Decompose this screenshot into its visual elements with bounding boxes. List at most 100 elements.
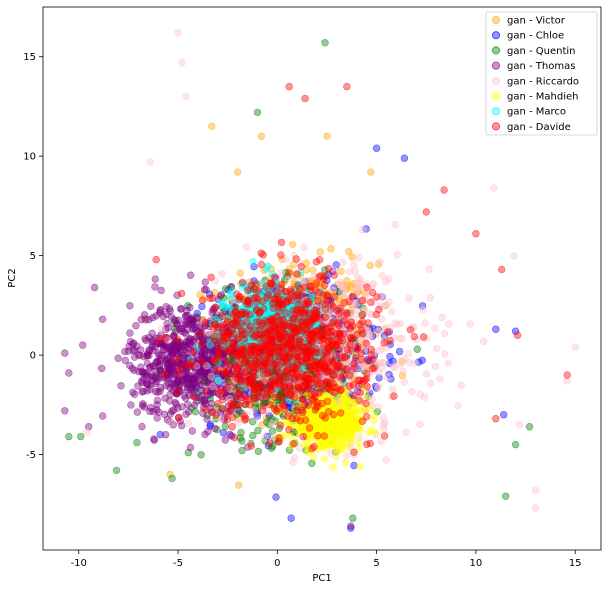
data-point-7: [292, 414, 301, 422]
data-point-7: [247, 375, 256, 383]
data-point-5: [347, 433, 356, 441]
data-point-7: [315, 388, 323, 397]
legend-marker: [491, 91, 501, 101]
data-point-4: [431, 362, 440, 371]
data-point-7: [289, 440, 297, 448]
data-point-3: [150, 435, 158, 443]
data-point-7: [246, 363, 255, 371]
data-point-7: [228, 350, 236, 358]
data-point-7: [228, 423, 236, 431]
data-point-6: [249, 257, 257, 266]
data-point-4: [252, 413, 261, 421]
data-point-7: [314, 402, 322, 410]
x-tick-label: 0: [274, 558, 280, 569]
data-point-3: [188, 427, 197, 435]
data-point-7: [290, 364, 298, 372]
data-point-7: [266, 386, 274, 394]
data-point-4: [374, 403, 382, 411]
data-point-7: [358, 330, 367, 338]
data-point-2: [65, 432, 73, 441]
data-point-5: [332, 445, 340, 453]
data-point-7: [174, 414, 183, 422]
data-point-3: [184, 408, 193, 416]
data-point-4: [388, 385, 397, 393]
data-point-3: [161, 351, 169, 360]
data-point-2: [254, 426, 262, 435]
data-point-7: [239, 345, 247, 353]
data-point-3: [161, 431, 170, 439]
x-tick-label: -5: [173, 558, 183, 569]
data-point-7: [185, 360, 193, 368]
data-point-4: [381, 277, 390, 286]
data-point-3: [171, 362, 180, 370]
data-point-7: [301, 381, 309, 390]
y-axis-label: PC2: [7, 268, 18, 287]
data-point-7: [373, 293, 381, 301]
data-point-7: [513, 331, 522, 339]
data-point-4: [381, 419, 389, 427]
data-point-5: [323, 423, 331, 432]
data-point-7: [321, 313, 329, 321]
data-point-3: [160, 410, 169, 418]
data-point-7: [310, 396, 318, 405]
data-point-5: [342, 428, 350, 437]
data-point-7: [267, 335, 276, 343]
data-point-4: [355, 254, 363, 262]
data-point-7: [314, 326, 323, 334]
data-point-4: [166, 418, 175, 426]
data-point-7: [358, 318, 367, 326]
data-point-2: [249, 431, 257, 440]
legend-marker: [491, 107, 501, 116]
data-point-4: [416, 420, 424, 429]
data-point-2: [112, 466, 121, 475]
data-point-3: [157, 384, 165, 392]
data-point-4: [376, 258, 384, 266]
data-point-1: [395, 347, 404, 356]
data-point-4: [385, 298, 393, 306]
x-axis-ticks: -10 -5 0 5 10 15: [71, 550, 582, 569]
data-point-7: [356, 388, 364, 397]
data-point-1: [219, 429, 228, 437]
data-point-7: [223, 383, 232, 392]
data-point-2: [502, 492, 510, 500]
data-point-3: [151, 283, 159, 291]
data-point-4: [510, 252, 518, 260]
data-point-4: [157, 325, 166, 333]
data-point-4: [531, 504, 540, 512]
data-point-7: [278, 343, 286, 351]
data-point-7: [328, 357, 336, 365]
data-point-3: [127, 401, 135, 409]
data-point-3: [166, 384, 174, 392]
data-point-3: [211, 424, 219, 433]
data-point-2: [76, 432, 85, 441]
data-point-4: [339, 258, 347, 267]
data-point-4: [466, 320, 474, 328]
legend-label: gan - Davide: [507, 122, 571, 133]
data-point-7: [238, 393, 246, 402]
data-point-2: [168, 474, 176, 483]
data-point-7: [289, 306, 297, 315]
data-point-4: [419, 306, 427, 314]
data-point-5: [332, 452, 340, 461]
data-point-4: [174, 29, 182, 37]
data-point-5: [356, 463, 364, 471]
data-point-7: [265, 349, 273, 357]
data-point-7: [305, 424, 314, 432]
data-point-4: [260, 433, 268, 442]
data-point-4: [479, 337, 488, 346]
data-point-7: [362, 339, 370, 348]
data-point-7: [223, 415, 232, 424]
legend-marker: [491, 31, 501, 40]
data-point-0: [348, 253, 356, 261]
data-point-4: [82, 428, 91, 437]
data-point-3: [128, 364, 137, 373]
data-point-7: [330, 271, 339, 279]
data-point-3: [126, 329, 134, 337]
data-point-3: [78, 341, 87, 349]
data-point-7: [329, 371, 338, 380]
data-point-7: [336, 373, 344, 381]
data-point-3: [153, 414, 161, 422]
legend-marker: [491, 122, 501, 131]
data-point-7: [312, 258, 320, 266]
data-point-5: [328, 432, 336, 441]
